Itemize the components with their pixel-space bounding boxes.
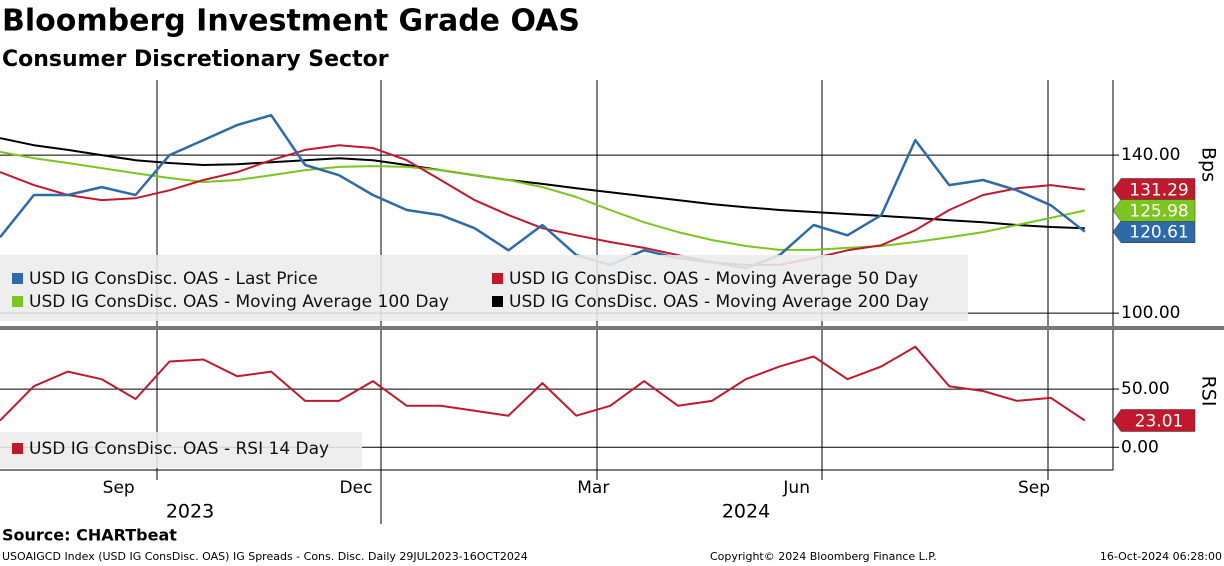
legend-label: USD IG ConsDisc. OAS - Last Price xyxy=(29,269,318,289)
legend-label: USD IG ConsDisc. OAS - Moving Average 10… xyxy=(29,292,449,312)
chart-subtitle: Consumer Discretionary Sector xyxy=(2,47,389,72)
source: Source: CHARTbeat xyxy=(2,526,177,545)
legend-swatch xyxy=(12,443,23,454)
x-group-label: 2023 xyxy=(166,501,214,523)
series-line xyxy=(0,137,1085,230)
y-tick-label: 50.00 xyxy=(1121,379,1170,399)
legend-swatch xyxy=(492,296,503,307)
legend-swatch xyxy=(492,273,503,284)
legend-swatch xyxy=(12,273,23,284)
y-axis-label: RSI xyxy=(1198,376,1220,407)
x-tick-label: Mar xyxy=(577,478,609,498)
frame xyxy=(0,80,1224,524)
end-tag xyxy=(1112,199,1196,222)
x-tick-label: Dec xyxy=(340,478,373,498)
series-line xyxy=(0,345,1086,422)
copyright: Copyright© 2024 Bloomberg Finance L.P. xyxy=(710,550,937,563)
series-line xyxy=(0,113,1086,270)
end-tag xyxy=(1112,220,1196,243)
description: USOAIGCD Index (USD IG ConsDisc. OAS) IG… xyxy=(2,550,528,563)
end-tag xyxy=(1112,178,1196,201)
chart-title: Bloomberg Investment Grade OAS xyxy=(2,4,580,39)
legend-box xyxy=(0,255,968,321)
x-tick-label: Sep xyxy=(103,478,135,498)
end-tag-label: 131.29 xyxy=(1129,180,1188,200)
y-tick-label: 100.00 xyxy=(1121,303,1180,323)
legend-label: USD IG ConsDisc. OAS - Moving Average 20… xyxy=(509,292,929,312)
series-line xyxy=(0,144,1085,266)
legend-box xyxy=(0,432,362,468)
end-tag-label: 120.61 xyxy=(1129,223,1188,243)
x-group-label: 2024 xyxy=(722,501,770,523)
x-tick-label: Sep xyxy=(1018,478,1050,498)
y-tick-label: 140.00 xyxy=(1121,145,1180,165)
legend-label: USD IG ConsDisc. OAS - Moving Average 50… xyxy=(509,269,918,289)
legend-swatch xyxy=(12,296,23,307)
series-line xyxy=(0,150,1086,251)
x-tick-label: Jun xyxy=(782,478,810,498)
end-tag-label: 23.01 xyxy=(1135,411,1184,431)
timestamp: 16-Oct-2024 06:28:00 xyxy=(1100,550,1222,563)
y-tick-label: 0.00 xyxy=(1121,437,1159,457)
end-tag xyxy=(1112,409,1196,432)
end-tag-label: 125.98 xyxy=(1129,201,1188,221)
legend-label: USD IG ConsDisc. OAS - RSI 14 Day xyxy=(29,439,329,459)
y-axis-label: Bps xyxy=(1198,147,1220,182)
